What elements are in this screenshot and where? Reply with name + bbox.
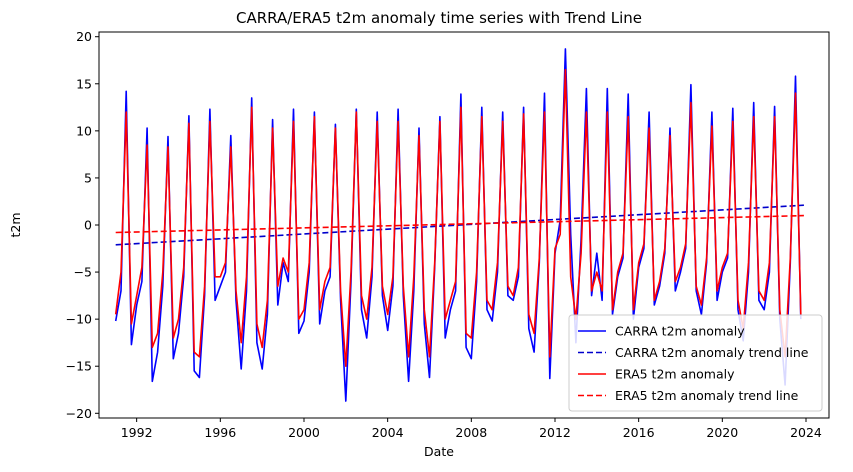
- y-tick-label: 10: [76, 123, 92, 138]
- y-tick-label: −5: [74, 265, 92, 280]
- legend-label-2: CARRA t2m anomaly trend line: [615, 345, 809, 360]
- y-tick-label: 0: [84, 218, 92, 233]
- x-tick-label: 2024: [790, 425, 822, 440]
- legend-label-1: CARRA t2m anomaly: [615, 324, 745, 339]
- x-tick-label: 1992: [121, 425, 153, 440]
- x-tick-label: 2012: [539, 425, 571, 440]
- series-line-2: [115, 204, 804, 246]
- series-line-4: [115, 214, 804, 234]
- y-tick-label: −20: [66, 406, 92, 421]
- x-tick-label: 2016: [623, 425, 655, 440]
- x-tick-label: 1996: [204, 425, 236, 440]
- x-axis-label: Date: [424, 444, 454, 459]
- axes: 1992 1996 2000 2004 2008 2012 2016 2020 2024 −20 −…: [66, 29, 830, 440]
- y-tick-label: −10: [66, 312, 92, 327]
- chart-title: CARRA/ERA5 t2m anomaly time series with …: [236, 9, 642, 27]
- legend-label-4: ERA5 t2m anomaly trend line: [615, 388, 799, 403]
- y-tick-label: 5: [84, 170, 92, 185]
- x-tick-label: 2008: [455, 425, 487, 440]
- legend-label-3: ERA5 t2m anomaly: [615, 367, 735, 382]
- y-axis-label: t2m: [8, 212, 23, 237]
- plot-area: [114, 48, 804, 402]
- x-tick-label: 2004: [372, 425, 404, 440]
- y-tick-label: −15: [66, 359, 92, 374]
- series-line-3: [114, 68, 802, 368]
- legend-box: [568, 314, 823, 412]
- y-tick-label: 15: [76, 76, 92, 91]
- x-tick-label: 2020: [706, 425, 738, 440]
- legend: CARRA t2m anomaly CARRA t2m anomaly trend…: [568, 314, 823, 412]
- y-tick-label: 20: [76, 29, 92, 44]
- x-tick-label: 2000: [288, 425, 320, 440]
